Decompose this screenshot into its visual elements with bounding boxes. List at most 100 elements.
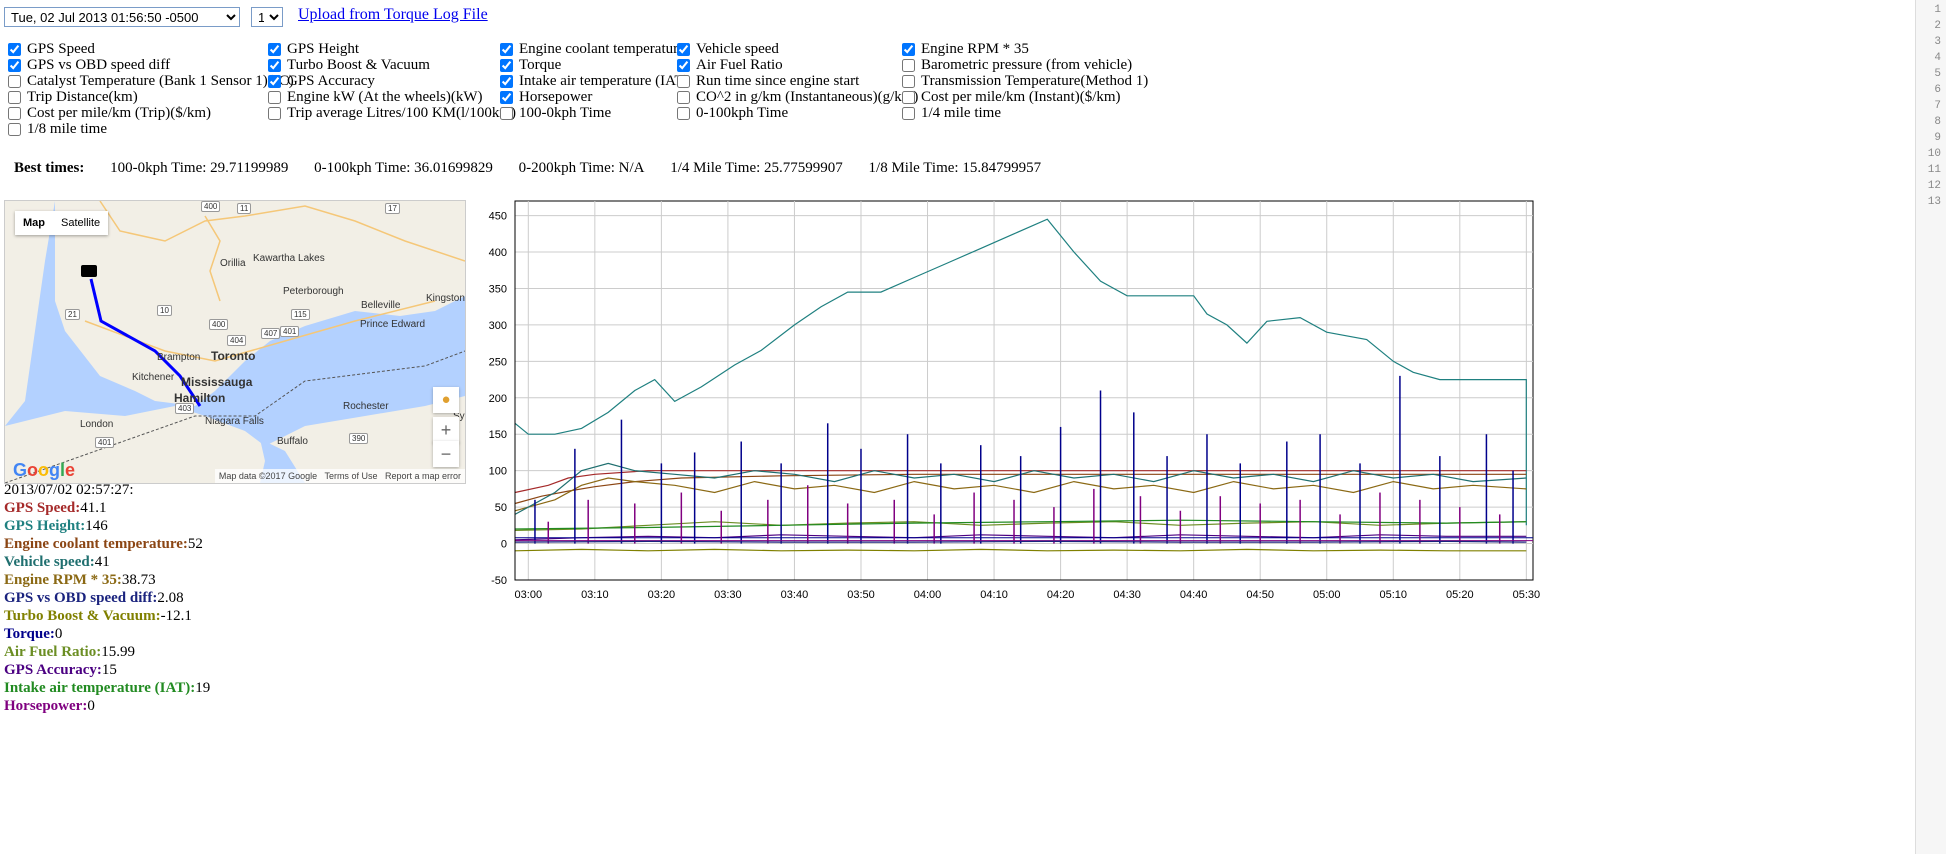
variable-option[interactable]: 1/4 mile time xyxy=(902,103,1001,123)
variable-option[interactable]: GPS Accuracy xyxy=(268,71,375,91)
variable-label: GPS vs OBD speed diff xyxy=(27,56,171,73)
variable-checkbox[interactable] xyxy=(677,74,690,88)
upload-torque-log-link[interactable]: Upload from Torque Log File xyxy=(298,6,488,23)
variable-option[interactable]: Engine coolant temperature xyxy=(500,39,685,59)
variable-checkbox[interactable] xyxy=(8,106,21,120)
variable-checkbox[interactable] xyxy=(8,58,21,72)
variable-option[interactable]: Transmission Temperature(Method 1) xyxy=(902,71,1148,91)
variable-checkbox[interactable] xyxy=(500,74,513,88)
variable-checkbox[interactable] xyxy=(268,74,281,88)
variable-checkbox[interactable] xyxy=(902,106,915,120)
variable-label: Turbo Boost & Vacuum xyxy=(287,56,430,73)
map-terms-link[interactable]: Terms of Use xyxy=(324,471,378,481)
x-tick-label: 04:30 xyxy=(1113,589,1141,601)
x-tick-label: 03:40 xyxy=(781,589,809,601)
variable-option[interactable]: 0-100kph Time xyxy=(677,103,788,123)
variable-checkbox[interactable] xyxy=(677,90,690,104)
variable-checkbox[interactable] xyxy=(677,58,690,72)
variable-checkbox[interactable] xyxy=(268,106,281,120)
variable-option[interactable]: CO^2 in g/km (Instantaneous)(g/km) xyxy=(677,87,918,107)
variable-option[interactable]: 1/8 mile time xyxy=(8,119,107,139)
map-place-label: Kawartha Lakes xyxy=(253,253,325,264)
y-tick-label: 50 xyxy=(495,502,507,514)
variable-checkbox[interactable] xyxy=(8,90,21,104)
map-place-label: Kingston xyxy=(426,293,465,304)
variable-checkbox[interactable] xyxy=(902,42,915,56)
map-route-shield: 390 xyxy=(349,433,369,444)
variable-checkbox[interactable] xyxy=(902,90,915,104)
sensor-chart[interactable]: -50 0 50 100 150 200 250 300 350 400 450 03:00 03:10… xyxy=(475,195,1540,610)
x-tick-label: 03:00 xyxy=(515,589,543,601)
readout-row: Engine coolant temperature:52 xyxy=(4,536,203,552)
readout-row: Torque:0 xyxy=(4,626,63,642)
variable-label: Vehicle speed xyxy=(696,40,779,57)
variable-option[interactable]: GPS vs OBD speed diff xyxy=(8,55,170,75)
variable-option[interactable]: Cost per mile/km (Trip)($/km) xyxy=(8,103,211,123)
series-line xyxy=(514,477,1527,512)
map-route-shield: 10 xyxy=(157,305,172,316)
variable-checkbox[interactable] xyxy=(902,74,915,88)
readout-label: GPS Height xyxy=(4,518,81,534)
route-map[interactable]: Map Satellite Orillia Kawartha Lakes Peter… xyxy=(4,200,466,484)
variable-option[interactable]: Catalyst Temperature (Bank 1 Sensor 1)(°… xyxy=(8,71,294,91)
google-logo: Google xyxy=(13,460,76,480)
x-tick-label: 04:40 xyxy=(1180,589,1208,601)
x-tick-label: 04:50 xyxy=(1246,589,1274,601)
variable-label: Torque xyxy=(519,56,562,73)
y-tick-label: 400 xyxy=(489,247,507,259)
line-number: 2 xyxy=(1934,20,1941,32)
variable-checkbox[interactable] xyxy=(500,106,513,120)
variable-option[interactable]: Engine RPM * 35 xyxy=(902,39,1029,59)
variable-checkbox[interactable] xyxy=(500,42,513,56)
variable-label: Air Fuel Ratio xyxy=(696,56,783,73)
readout-value: 41.1 xyxy=(80,500,107,516)
best-time-quarter-mile: 1/4 Mile Time: 25.77599907 xyxy=(670,160,843,176)
variable-checkbox[interactable] xyxy=(268,42,281,56)
y-tick-label: 150 xyxy=(489,429,507,441)
page-select[interactable]: 1 xyxy=(251,7,283,27)
zoom-out-button[interactable]: − xyxy=(433,441,459,467)
variable-checkbox[interactable] xyxy=(677,106,690,120)
variable-option[interactable]: Vehicle speed xyxy=(677,39,779,59)
variable-option[interactable]: Horsepower xyxy=(500,87,592,107)
variable-option[interactable]: Air Fuel Ratio xyxy=(677,55,783,75)
variable-label: Intake air temperature (IAT) xyxy=(519,72,689,89)
variable-checkbox[interactable] xyxy=(500,58,513,72)
variable-checkbox[interactable] xyxy=(8,42,21,56)
variable-option[interactable]: Turbo Boost & Vacuum xyxy=(268,55,430,75)
zoom-in-button[interactable]: + xyxy=(433,417,459,443)
map-place-label: Toronto xyxy=(211,349,256,363)
variable-label: 1/8 mile time xyxy=(27,120,107,137)
variable-option[interactable]: Intake air temperature (IAT) xyxy=(500,71,689,91)
variable-checkbox[interactable] xyxy=(677,42,690,56)
variable-option[interactable]: Run time since engine start xyxy=(677,71,859,91)
map-report-link[interactable]: Report a map error xyxy=(384,471,461,481)
variable-checkbox[interactable] xyxy=(500,90,513,104)
line-number: 6 xyxy=(1934,84,1941,96)
variable-checkbox[interactable] xyxy=(268,90,281,104)
variable-option[interactable]: GPS Height xyxy=(268,39,359,59)
line-number: 12 xyxy=(1927,180,1941,192)
readout-row: GPS Accuracy:15 xyxy=(4,662,117,678)
map-route-shield: 403 xyxy=(175,403,195,414)
variable-option[interactable]: Trip average Litres/100 KM(l/100km) xyxy=(268,103,516,123)
variable-checkbox[interactable] xyxy=(902,58,915,72)
pegman-icon[interactable]: ● xyxy=(433,387,459,413)
y-tick-label: 100 xyxy=(489,466,507,478)
map-tab-satellite[interactable]: Satellite xyxy=(61,217,101,229)
variable-option[interactable]: Trip Distance(km) xyxy=(8,87,138,107)
session-select[interactable]: Tue, 02 Jul 2013 01:56:50 -0500 xyxy=(4,7,240,27)
variable-checkbox[interactable] xyxy=(268,58,281,72)
variable-option[interactable]: Engine kW (At the wheels)(kW) xyxy=(268,87,483,107)
variable-option[interactable]: 100-0kph Time xyxy=(500,103,611,123)
variable-label: Barometric pressure (from vehicle) xyxy=(921,56,1133,73)
map-tab-map[interactable]: Map xyxy=(23,217,45,229)
variable-option[interactable]: Barometric pressure (from vehicle) xyxy=(902,55,1132,75)
variable-checkbox[interactable] xyxy=(8,74,21,88)
variable-option[interactable]: Torque xyxy=(500,55,561,75)
variable-option[interactable]: Cost per mile/km (Instant)($/km) xyxy=(902,87,1121,107)
y-tick-label: 200 xyxy=(489,393,507,405)
variable-option[interactable]: GPS Speed xyxy=(8,39,95,59)
x-tick-label: 05:00 xyxy=(1313,589,1341,601)
variable-checkbox[interactable] xyxy=(8,122,21,136)
